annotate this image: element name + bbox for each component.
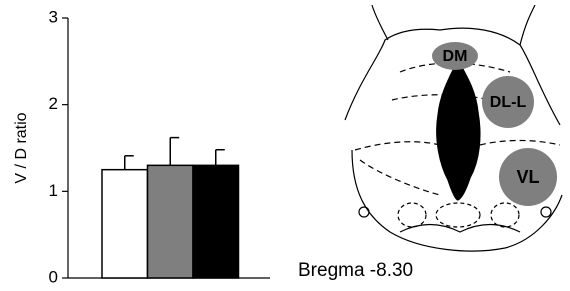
lesion	[437, 60, 480, 200]
dashed-region	[491, 203, 519, 227]
bar	[193, 165, 239, 278]
bar	[148, 165, 194, 278]
y-tick-label: 2	[49, 94, 58, 113]
outline	[541, 207, 551, 217]
y-tick-label: 3	[49, 7, 58, 26]
region-label: VL	[516, 167, 539, 187]
outline	[359, 207, 369, 217]
bar-chart: 0 1 2 3	[49, 7, 270, 286]
dashed-region	[398, 203, 426, 227]
dashed-boundary	[360, 160, 440, 195]
y-tick-label: 0	[49, 267, 58, 286]
dashed-region	[436, 203, 480, 227]
y-tick-label: 1	[49, 181, 58, 200]
y-axis-label: V / D ratio	[13, 112, 30, 183]
region-label: DM	[443, 48, 468, 65]
region-label: DL-L	[490, 94, 527, 111]
brain-diagram	[345, 5, 562, 251]
caption: Bregma -8.30	[298, 260, 413, 281]
figure: V / D ratio 0 1 2 3 DM DL-L VL Bregma -8.30	[0, 0, 570, 286]
bar	[102, 170, 148, 278]
